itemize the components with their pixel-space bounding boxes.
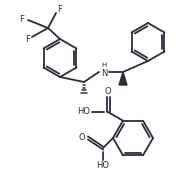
Text: N: N — [101, 68, 107, 78]
Text: H: H — [101, 62, 107, 68]
Text: HO: HO — [77, 107, 90, 116]
Text: F: F — [26, 36, 30, 44]
Text: HO: HO — [96, 161, 109, 170]
Polygon shape — [119, 72, 127, 85]
Text: O: O — [79, 133, 85, 142]
Text: F: F — [58, 5, 62, 15]
Text: O: O — [105, 87, 111, 96]
Text: F: F — [20, 16, 24, 24]
